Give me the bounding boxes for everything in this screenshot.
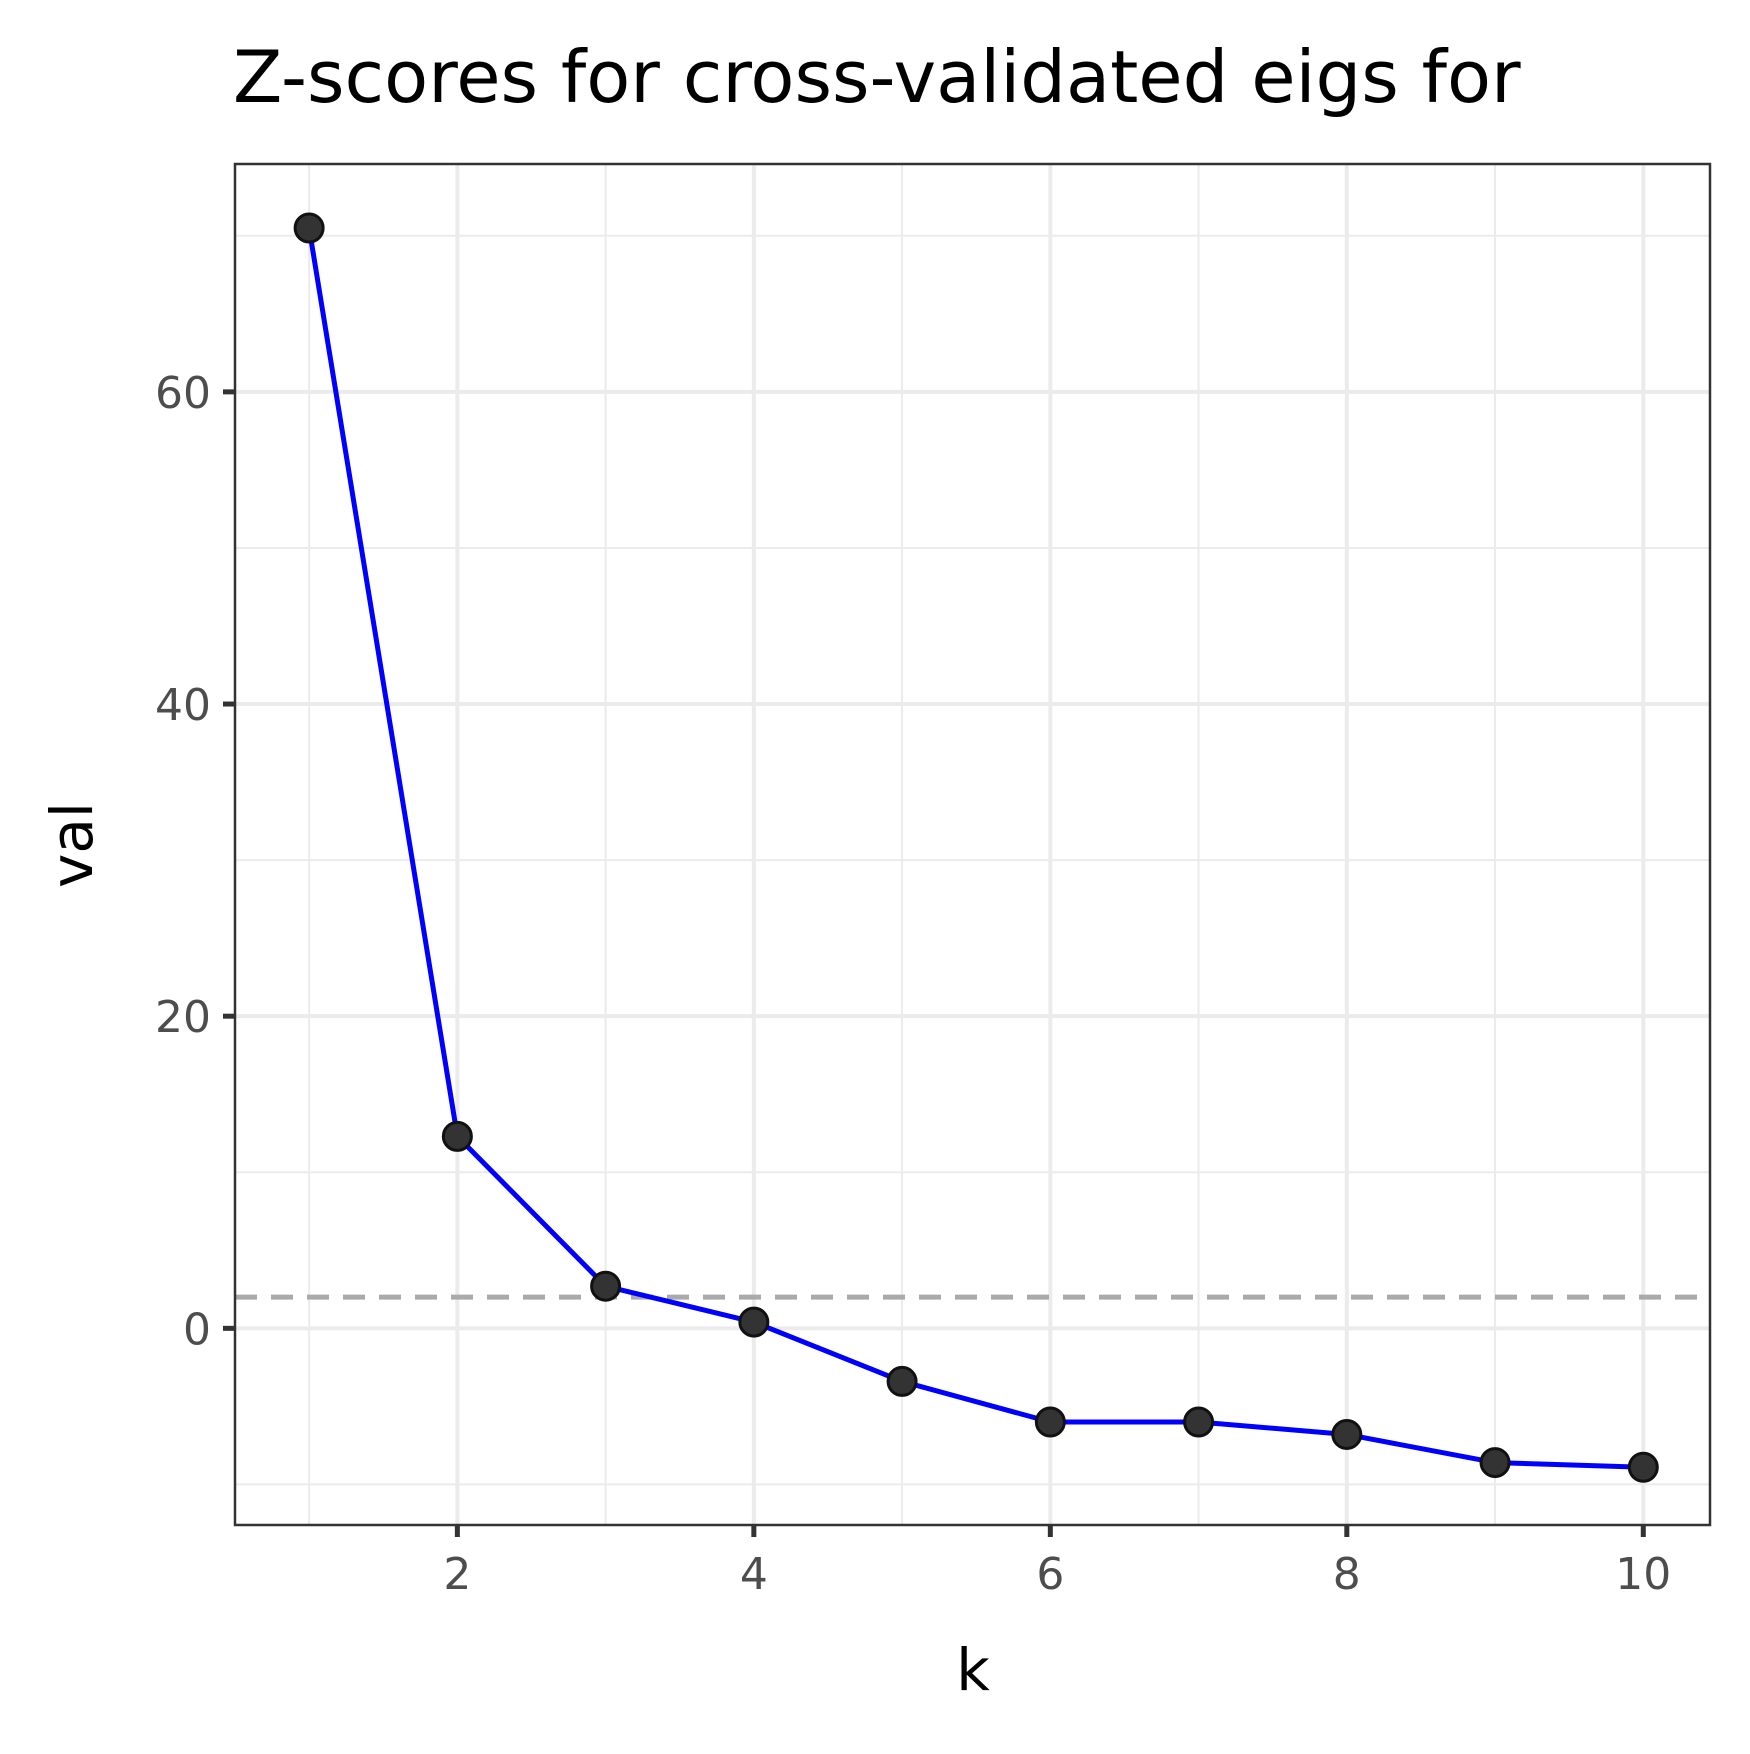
data-point [1479,1447,1511,1479]
y-tick-label: 40 [155,680,211,731]
x-tick-label: 6 [1036,1549,1064,1600]
x-axis-title: k [956,1636,990,1704]
y-tick-label: 60 [155,368,211,419]
points-layer [293,212,1659,1483]
data-point [441,1120,473,1152]
y-axis-title: val [38,802,106,888]
x-tick-label: 10 [1615,1549,1671,1600]
y-tick-label: 0 [183,1304,211,1355]
grid-layer [235,164,1710,1525]
x-tick-label: 8 [1333,1549,1361,1600]
plot-panel-border [233,162,1712,1527]
data-point [293,212,325,244]
series-line [306,227,1644,1470]
x-tick-label: 4 [740,1549,768,1600]
data-point [1034,1406,1066,1438]
x-tick-label: 2 [443,1549,471,1600]
series-layer [306,227,1644,1470]
data-point [1627,1451,1659,1483]
y-tick-label: 20 [155,992,211,1043]
data-point [1183,1406,1215,1438]
data-point [590,1270,622,1302]
axis-layer: 2 4 6 8 10 0 20 40 60 [155,368,1671,1600]
chart-title: Z-scores for cross-validated eigs for [233,35,1521,119]
data-point [886,1365,918,1397]
data-point [1331,1418,1363,1450]
data-point [738,1306,770,1338]
